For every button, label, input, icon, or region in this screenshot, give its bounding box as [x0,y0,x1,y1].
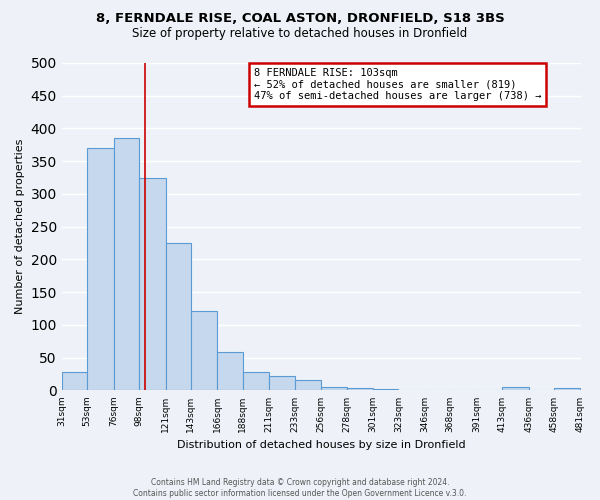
Bar [113,138,139,390]
Y-axis label: Number of detached properties: Number of detached properties [15,139,25,314]
Bar [502,387,529,390]
Bar [243,372,269,390]
Bar [373,389,398,390]
Text: Contains HM Land Registry data © Crown copyright and database right 2024.
Contai: Contains HM Land Registry data © Crown c… [133,478,467,498]
Bar [269,376,295,390]
Bar [217,352,243,391]
X-axis label: Distribution of detached houses by size in Dronfield: Distribution of detached houses by size … [177,440,466,450]
Bar [62,372,87,390]
Bar [295,380,321,390]
Bar [166,243,191,390]
Text: Size of property relative to detached houses in Dronfield: Size of property relative to detached ho… [133,28,467,40]
Bar [139,178,166,390]
Bar [87,148,113,390]
Bar [321,386,347,390]
Text: 8, FERNDALE RISE, COAL ASTON, DRONFIELD, S18 3BS: 8, FERNDALE RISE, COAL ASTON, DRONFIELD,… [95,12,505,26]
Text: 8 FERNDALE RISE: 103sqm
← 52% of detached houses are smaller (819)
47% of semi-d: 8 FERNDALE RISE: 103sqm ← 52% of detache… [254,68,541,101]
Bar [191,311,217,390]
Bar [554,388,580,390]
Bar [347,388,373,390]
